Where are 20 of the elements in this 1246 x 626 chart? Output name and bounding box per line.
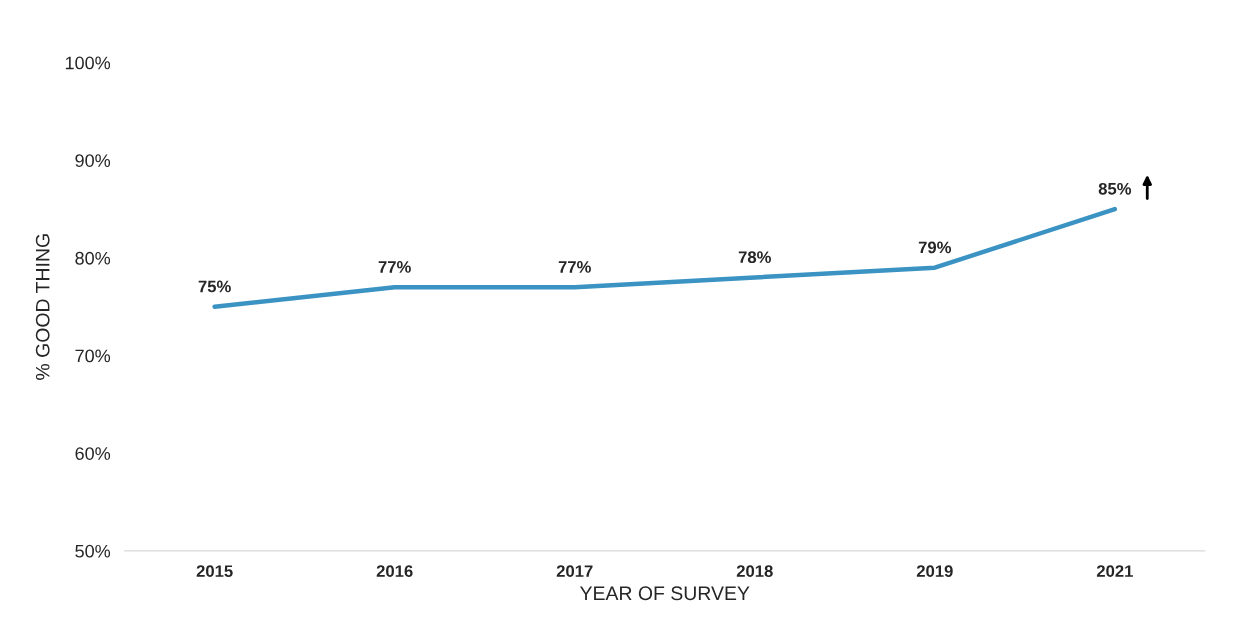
x-tick-label: 2015	[196, 565, 233, 578]
data-label: 75%	[198, 280, 231, 293]
y-tick-label: 100%	[65, 56, 111, 70]
y-tick-label: 80%	[75, 251, 111, 265]
x-tick-label: 2016	[376, 565, 413, 578]
x-tick-label: 2017	[556, 565, 593, 578]
data-label: 77%	[558, 261, 591, 273]
data-label: 77%	[378, 261, 411, 273]
data-label: 78%	[738, 251, 771, 264]
data-label: 85%	[1098, 182, 1132, 195]
y-tick-label: 70%	[75, 349, 111, 363]
x-tick-label: 2021	[1096, 565, 1133, 578]
y-axis-title: % GOOD THING	[35, 234, 50, 380]
x-axis-title: YEAR OF SURVEY	[579, 586, 750, 601]
y-tick-label: 50%	[75, 544, 111, 558]
y-tick-label: 90%	[75, 154, 111, 167]
data-label: 79%	[918, 241, 952, 254]
x-tick-label: 2018	[736, 565, 773, 578]
x-tick-label: 2019	[916, 565, 953, 578]
y-tick-label: 60%	[75, 447, 111, 460]
